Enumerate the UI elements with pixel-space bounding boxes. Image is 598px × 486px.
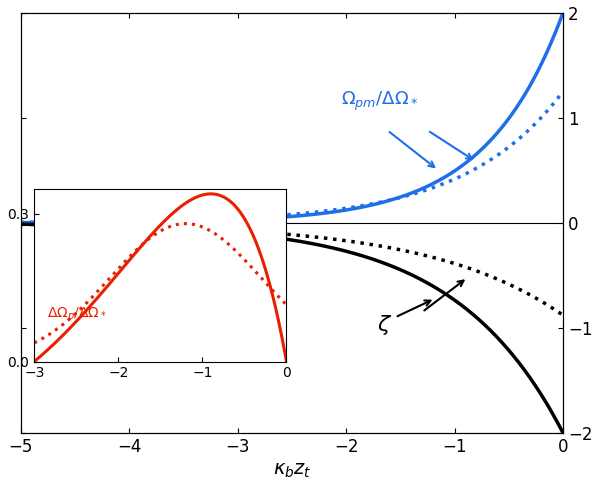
Text: $\Omega_{pm}/\Delta\Omega_*$: $\Omega_{pm}/\Delta\Omega_*$	[341, 90, 418, 113]
Text: $\zeta$: $\zeta$	[377, 313, 392, 337]
X-axis label: $\kappa_b z_t$: $\kappa_b z_t$	[273, 461, 311, 481]
